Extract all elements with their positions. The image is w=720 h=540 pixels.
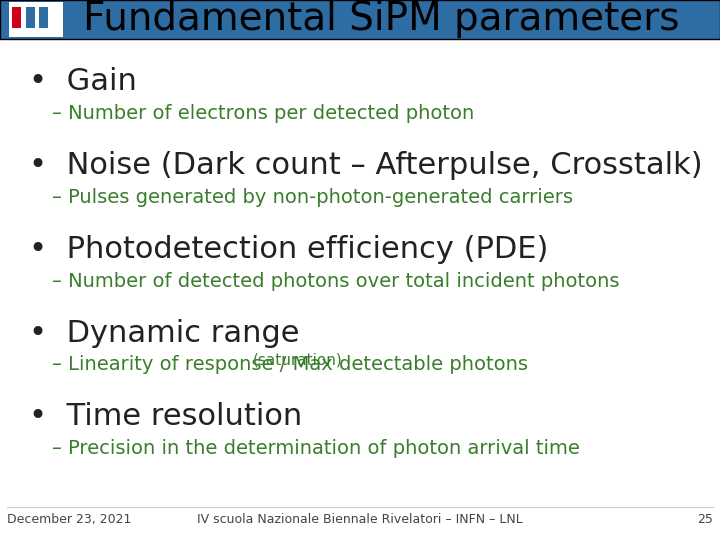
Text: •  Gain: • Gain — [29, 68, 137, 97]
Text: – Number of detected photons over total incident photons: – Number of detected photons over total … — [52, 272, 619, 291]
Text: – Precision in the determination of photon arrival time: – Precision in the determination of phot… — [52, 439, 580, 458]
Text: •  Photodetection efficiency (PDE): • Photodetection efficiency (PDE) — [29, 235, 548, 264]
Text: (saturation): (saturation) — [253, 352, 343, 367]
Text: 25: 25 — [697, 513, 713, 526]
Text: •  Noise (Dark count – Afterpulse, Crosstalk): • Noise (Dark count – Afterpulse, Crosst… — [29, 151, 703, 180]
Text: IV scuola Nazionale Biennale Rivelatori – INFN – LNL: IV scuola Nazionale Biennale Rivelatori … — [197, 513, 523, 526]
Text: Fundamental SiPM parameters: Fundamental SiPM parameters — [83, 1, 679, 38]
Bar — [12, 8, 22, 28]
Bar — [26, 8, 35, 28]
Text: December 23, 2021: December 23, 2021 — [7, 513, 132, 526]
Text: •  Dynamic range: • Dynamic range — [29, 319, 300, 348]
FancyBboxPatch shape — [0, 0, 720, 39]
Bar — [40, 8, 48, 28]
Text: – Pulses generated by non-photon-generated carriers: – Pulses generated by non-photon-generat… — [52, 188, 573, 207]
Text: – Linearity of response / Max detectable photons: – Linearity of response / Max detectable… — [52, 355, 534, 374]
Text: •  Time resolution: • Time resolution — [29, 402, 302, 431]
Bar — [9, 2, 63, 37]
Text: – Number of electrons per detected photon: – Number of electrons per detected photo… — [52, 104, 474, 123]
